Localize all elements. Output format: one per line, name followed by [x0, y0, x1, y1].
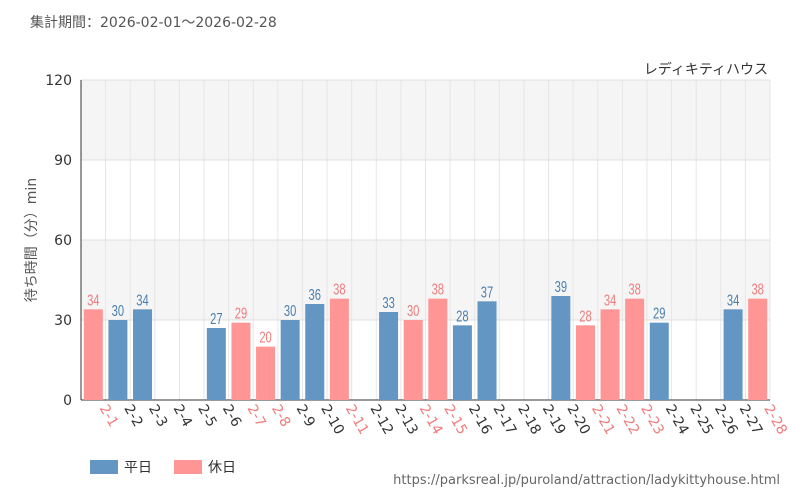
bar-value-label: 27 [210, 310, 222, 327]
bar-2-17 [477, 301, 497, 400]
legend-label-weekday: 平日 [124, 460, 152, 476]
bar-value-label: 30 [284, 302, 296, 319]
x-tick-label: 2-10 [317, 402, 347, 438]
bar-value-label: 28 [456, 308, 468, 325]
y-tick-label: 0 [63, 393, 72, 409]
y-tick-label: 90 [54, 153, 72, 169]
bar-2-23 [625, 298, 645, 400]
x-tick-label: 2-15 [440, 402, 470, 438]
x-tick-label: 2-23 [637, 402, 667, 438]
bar-value-label: 37 [481, 284, 493, 301]
bar-2-7 [231, 322, 251, 400]
bar-2-28 [748, 298, 768, 400]
bar-value-label: 36 [309, 286, 321, 303]
x-tick-label: 2-22 [613, 402, 643, 438]
source-url[interactable]: https://parksreal.jp/puroland/attraction… [393, 473, 780, 488]
x-tick-label: 2-14 [416, 402, 446, 438]
legend-swatch-holiday [174, 460, 202, 474]
chart-title: レディキティハウス [644, 61, 768, 78]
x-tick-label: 2-1 [96, 402, 121, 430]
bar-value-label: 30 [112, 302, 124, 319]
x-tick-label: 2-8 [268, 402, 293, 430]
bar-2-16 [452, 325, 472, 400]
bar-value-label: 34 [604, 292, 617, 309]
x-tick-label: 2-12 [367, 402, 397, 438]
x-tick-label: 2-28 [760, 402, 790, 438]
bar-2-10 [305, 304, 325, 400]
x-tick-label: 2-27 [736, 402, 766, 438]
legend-item-holiday[interactable]: 休日 [174, 457, 236, 477]
bar-2-8 [256, 346, 276, 400]
bar-value-label: 34 [727, 292, 740, 309]
x-tick-label: 2-11 [342, 402, 372, 438]
x-tick-label: 2-7 [243, 402, 268, 430]
bar-2-11 [329, 298, 349, 400]
x-tick-label: 2-16 [465, 402, 495, 438]
bar-2-1 [83, 309, 103, 400]
bar-2-14 [403, 320, 423, 400]
x-tick-label: 2-17 [490, 402, 520, 438]
y-axis-label: 待ち時間（分）min [24, 178, 40, 302]
bar-2-2 [108, 320, 128, 400]
y-tick-label: 30 [54, 313, 72, 329]
legend-item-weekday[interactable]: 平日 [90, 457, 152, 477]
x-tick-label: 2-21 [588, 402, 618, 438]
bar-value-label: 38 [333, 281, 345, 298]
bar-2-27 [723, 309, 743, 400]
bar-value-label: 29 [653, 305, 665, 322]
x-tick-label: 2-24 [662, 402, 692, 438]
bar-value-label: 28 [579, 308, 591, 325]
x-tick-label: 2-2 [120, 402, 145, 430]
x-tick-label: 2-18 [514, 402, 544, 438]
bar-value-label: 39 [555, 278, 567, 295]
bar-2-22 [600, 309, 620, 400]
bar-value-label: 33 [382, 294, 394, 311]
bar-2-21 [575, 325, 595, 400]
bar-2-20 [551, 296, 571, 400]
chart-legend: 平日 休日 [90, 457, 258, 477]
x-tick-label: 2-19 [539, 402, 569, 438]
legend-swatch-weekday [90, 460, 118, 474]
bar-2-3 [133, 309, 153, 400]
x-tick-label: 2-26 [711, 402, 741, 438]
x-tick-label: 2-20 [563, 402, 593, 438]
y-tick-label: 60 [54, 233, 72, 249]
bar-value-label: 20 [259, 329, 271, 346]
bar-value-label: 29 [235, 305, 247, 322]
x-tick-label: 2-3 [145, 402, 170, 430]
x-tick-label: 2-25 [686, 402, 716, 438]
period-label: 集計期間：2026-02-01～2026-02-28 [30, 15, 277, 31]
x-tick-label: 2-13 [391, 402, 421, 438]
legend-label-holiday: 休日 [208, 460, 236, 476]
x-tick-label: 2-5 [194, 402, 219, 430]
bar-value-label: 34 [87, 292, 100, 309]
x-tick-label: 2-4 [170, 402, 195, 430]
bar-2-6 [206, 328, 226, 400]
bar-value-label: 30 [407, 302, 419, 319]
bar-2-24 [649, 322, 669, 400]
bar-2-13 [379, 312, 399, 400]
bar-value-label: 38 [432, 281, 444, 298]
bar-2-15 [428, 298, 448, 400]
x-tick-label: 2-6 [219, 402, 244, 430]
bar-value-label: 38 [751, 281, 763, 298]
bar-value-label: 38 [628, 281, 640, 298]
y-tick-label: 120 [45, 73, 72, 89]
bar-value-label: 34 [136, 292, 149, 309]
bar-2-9 [280, 320, 300, 400]
x-tick-label: 2-9 [293, 402, 318, 430]
